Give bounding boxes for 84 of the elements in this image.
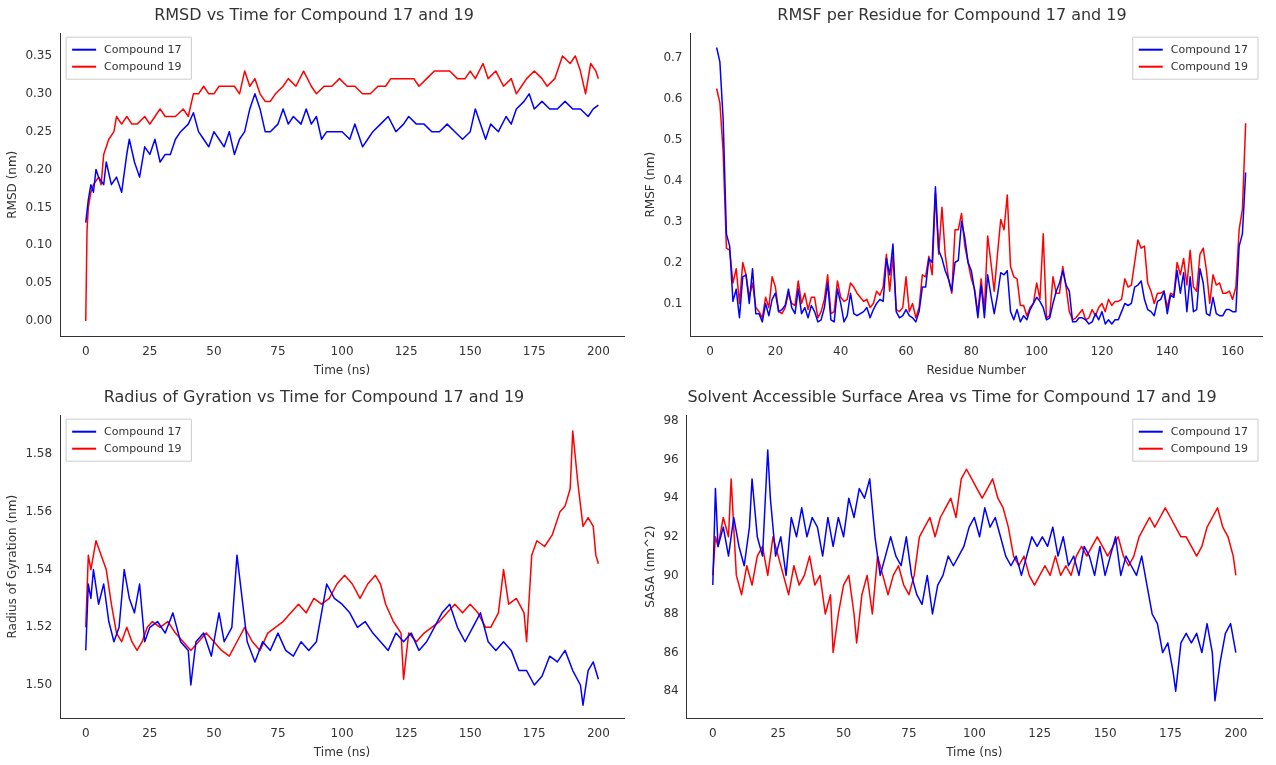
y-axis-title: Radius of Gyration (nm) (5, 494, 20, 639)
y-tick-label: 0.4 (663, 172, 683, 187)
y-tick-label: 1.56 (25, 504, 53, 518)
y-tick-label: 0.6 (663, 90, 683, 105)
y-axis-title: RMSF (nm) (643, 151, 658, 218)
x-tick-label: 50 (206, 343, 222, 358)
x-tick-label: 100 (330, 725, 354, 740)
x-tick-label: 0 (706, 343, 714, 358)
y-tick-label: 90 (663, 567, 679, 582)
x-tick-label: 125 (394, 725, 418, 740)
x-axis-title: Time (ns) (312, 744, 371, 759)
legend-label: Compound 19 (1170, 441, 1249, 455)
y-tick-label: 0.35 (25, 48, 53, 63)
x-tick-label: 0 (81, 343, 90, 358)
y-tick-label: 1.54 (25, 561, 53, 576)
y-tick-label: 96 (663, 451, 679, 466)
x-tick-label: 25 (142, 725, 158, 740)
y-tick-label: 0.10 (25, 237, 53, 252)
chart-title: RMSD vs Time for Compound 17 and 19 (154, 4, 474, 24)
x-tick-label: 100 (1025, 343, 1049, 358)
y-tick-label: 1.50 (25, 677, 53, 692)
y-tick-label: 0.1 (663, 295, 683, 310)
y-tick-label: 0.5 (663, 131, 683, 146)
y-axis-title: RMSD (nm) (5, 150, 20, 219)
x-tick-label: 150 (1093, 725, 1117, 740)
x-tick-label: 0 (81, 725, 90, 740)
x-tick-label: 25 (142, 343, 158, 358)
legend-label: Compound 17 (104, 42, 182, 56)
y-tick-label: 0.30 (25, 85, 53, 100)
legend-label: Compound 19 (104, 441, 182, 455)
legend-label: Compound 17 (1170, 42, 1249, 56)
y-axis-title: SASA (nm^2) (643, 525, 658, 608)
x-axis-title: Residue Number (926, 362, 1026, 377)
x-tick-label: 200 (1224, 725, 1248, 740)
x-tick-label: 100 (330, 343, 354, 358)
x-tick-label: 75 (270, 725, 286, 740)
x-tick-label: 150 (458, 343, 482, 358)
x-tick-label: 25 (770, 725, 786, 740)
x-tick-label: 50 (206, 725, 222, 740)
y-tick-label: 1.58 (25, 446, 53, 461)
x-tick-label: 20 (767, 343, 784, 358)
y-tick-label: 0.3 (663, 213, 683, 228)
x-tick-label: 200 (586, 725, 610, 740)
y-tick-label: 98 (663, 413, 679, 428)
x-tick-label: 175 (522, 725, 546, 740)
y-tick-label: 94 (663, 490, 679, 505)
y-tick-label: 0.25 (25, 123, 53, 138)
legend-label: Compound 17 (1170, 424, 1249, 438)
x-tick-label: 75 (270, 343, 286, 358)
y-tick-label: 92 (663, 528, 679, 543)
y-tick-label: 0.20 (25, 161, 53, 176)
x-tick-label: 125 (1028, 725, 1052, 740)
x-tick-label: 125 (394, 343, 418, 358)
x-tick-label: 175 (522, 343, 546, 358)
x-tick-label: 60 (898, 343, 914, 358)
x-tick-label: 100 (962, 725, 986, 740)
x-tick-label: 0 (709, 725, 717, 740)
x-tick-label: 75 (901, 725, 917, 740)
y-tick-label: 88 (663, 606, 679, 621)
x-tick-label: 120 (1090, 343, 1114, 358)
x-tick-label: 175 (1159, 725, 1182, 740)
y-tick-label: 0.2 (663, 254, 683, 269)
y-tick-label: 84 (663, 683, 679, 698)
x-tick-label: 200 (586, 343, 610, 358)
y-tick-label: 86 (663, 644, 679, 659)
legend-label: Compound 19 (1170, 59, 1249, 73)
y-tick-label: 0.00 (25, 313, 53, 328)
x-tick-label: 140 (1155, 343, 1179, 358)
x-axis-title: Time (ns) (945, 744, 1003, 759)
chart-title: Radius of Gyration vs Time for Compound 17 and 19 (103, 386, 525, 406)
y-tick-label: 1.52 (25, 619, 53, 634)
y-tick-label: 0.05 (25, 275, 53, 290)
x-tick-label: 160 (1221, 343, 1245, 358)
legend-label: Compound 17 (104, 424, 182, 438)
y-tick-label: 0.15 (25, 199, 53, 214)
x-tick-label: 80 (963, 343, 979, 358)
legend-label: Compound 19 (104, 59, 182, 73)
x-tick-label: 150 (458, 725, 482, 740)
chart-title: Solvent Accessible Surface Area vs Time for Compound 17 and 19 (687, 386, 1217, 406)
x-tick-label: 50 (835, 725, 852, 740)
x-tick-label: 40 (833, 343, 849, 358)
y-tick-label: 0.7 (663, 49, 683, 64)
chart-title: RMSF per Residue for Compound 17 and 19 (777, 4, 1127, 24)
x-axis-title: Time (ns) (312, 362, 371, 377)
